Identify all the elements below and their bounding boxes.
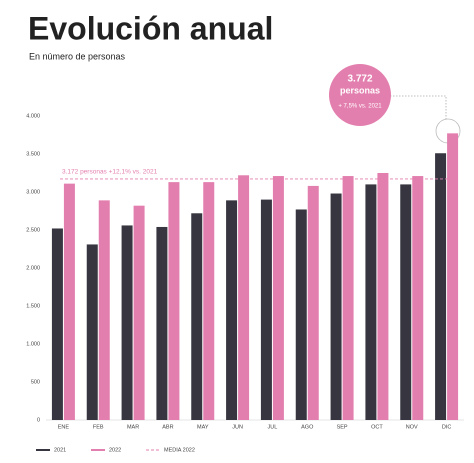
bar xyxy=(63,183,75,420)
bar xyxy=(365,184,377,420)
x-tick-label: ABR xyxy=(162,424,173,430)
callout-connector xyxy=(390,95,447,119)
bar xyxy=(168,182,180,420)
y-tick-label: 4.000 xyxy=(26,113,40,119)
x-tick-label: JUL xyxy=(268,424,278,430)
x-tick-label: ENE xyxy=(58,424,70,430)
x-tick-label: OCT xyxy=(371,424,383,430)
callout-text: personas xyxy=(340,85,380,95)
average-label: 3.172 personas +12,1% vs. 2021 xyxy=(62,169,158,176)
chart-subtitle: En número de personas xyxy=(29,51,126,61)
y-tick-label: 2.000 xyxy=(26,265,40,271)
bar xyxy=(121,225,133,420)
bar xyxy=(377,173,389,420)
y-tick-label: 0 xyxy=(37,417,40,423)
bar xyxy=(238,175,250,420)
x-tick-label: SEP xyxy=(337,424,348,430)
legend-label: 2022 xyxy=(109,447,121,453)
legend-label: 2021 xyxy=(54,447,66,453)
x-tick-label: MAR xyxy=(127,424,139,430)
x-tick-label: DIC xyxy=(442,424,452,430)
bar xyxy=(412,176,424,420)
bar xyxy=(156,226,168,420)
bar xyxy=(226,200,238,420)
bar xyxy=(272,176,284,420)
x-tick-label: NOV xyxy=(406,424,418,430)
chart-title: Evolución anual xyxy=(28,10,273,46)
bar xyxy=(86,244,98,420)
bar xyxy=(203,182,215,420)
x-tick-label: AGO xyxy=(301,424,314,430)
bar xyxy=(400,184,412,420)
callout-bubble xyxy=(329,64,391,126)
bar xyxy=(330,193,342,420)
y-tick-label: 500 xyxy=(31,379,40,385)
bar xyxy=(133,205,145,420)
callout-subtext: + 7,5% vs. 2021 xyxy=(338,104,382,110)
y-tick-label: 2.500 xyxy=(26,227,40,233)
bar xyxy=(435,153,447,421)
bar xyxy=(447,133,459,420)
legend-label: MEDIA 2022 xyxy=(164,447,195,453)
y-tick-label: 1.000 xyxy=(26,341,40,347)
y-tick-label: 3.000 xyxy=(26,189,40,195)
y-tick-label: 1.500 xyxy=(26,303,40,309)
bar xyxy=(342,176,354,420)
bar xyxy=(295,209,307,420)
x-tick-label: MAY xyxy=(197,424,209,430)
bar xyxy=(98,200,110,420)
bar xyxy=(191,213,203,420)
bar xyxy=(51,228,63,420)
y-tick-label: 3.500 xyxy=(26,151,40,157)
x-tick-label: FEB xyxy=(93,424,104,430)
x-tick-label: JUN xyxy=(232,424,243,430)
callout-value: 3.772 xyxy=(347,74,372,85)
bar xyxy=(260,199,272,420)
bar xyxy=(307,185,319,420)
